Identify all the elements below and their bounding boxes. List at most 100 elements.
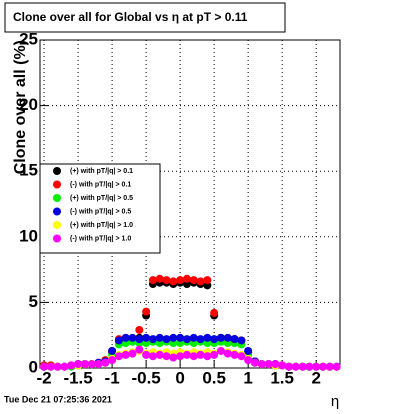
legend-marker — [53, 180, 61, 189]
data-point — [169, 353, 178, 362]
data-point — [142, 307, 151, 316]
data-point — [223, 333, 232, 342]
legend-label: (+) with pT/|q| > 0.5 — [70, 195, 133, 202]
data-point — [305, 362, 314, 371]
data-point — [210, 335, 219, 344]
data-point — [53, 362, 62, 371]
y-tick-label: 15 — [19, 161, 38, 180]
data-point — [203, 276, 212, 285]
data-point — [108, 346, 117, 355]
data-point — [148, 335, 157, 344]
data-point — [87, 360, 96, 369]
data-point — [94, 360, 103, 369]
data-point — [196, 277, 205, 286]
data-point — [237, 336, 246, 345]
x-tick-label: -1 — [105, 368, 120, 387]
x-tick-label: 1.5 — [270, 368, 294, 387]
data-point — [128, 349, 137, 358]
data-point — [244, 356, 253, 365]
data-point — [189, 276, 198, 285]
legend-marker — [53, 194, 61, 202]
y-tick-label: 5 — [29, 292, 38, 311]
data-point — [135, 335, 144, 344]
data-point — [216, 346, 225, 355]
data-point — [182, 335, 191, 344]
data-point — [114, 352, 123, 361]
y-tick-label: 10 — [19, 226, 38, 245]
x-tick-label: -1.5 — [63, 368, 92, 387]
legend-label: (-) with pT/|q| > 1.0 — [70, 235, 131, 242]
x-tick-label: 0 — [175, 368, 184, 387]
data-point — [40, 362, 49, 371]
data-point — [332, 362, 341, 371]
data-point — [196, 335, 205, 344]
data-point — [74, 360, 83, 369]
data-point — [128, 333, 137, 342]
data-point — [169, 333, 178, 342]
data-point — [176, 333, 185, 342]
data-point — [80, 360, 89, 369]
data-point — [230, 350, 239, 359]
data-point — [196, 350, 205, 359]
data-point — [203, 352, 212, 361]
y-axis-label: Clone over all (%) — [12, 40, 29, 174]
data-point — [278, 361, 287, 370]
data-point — [203, 333, 212, 342]
x-tick-label: 0.5 — [202, 368, 226, 387]
data-point — [210, 350, 219, 359]
data-point — [46, 362, 55, 371]
data-point — [264, 360, 273, 369]
data-point — [230, 335, 239, 344]
data-point — [312, 362, 321, 371]
data-point — [148, 276, 157, 285]
data-point — [223, 349, 232, 358]
data-point — [101, 358, 110, 367]
data-point — [271, 360, 280, 369]
legend-label: (-) with pT/|q| > 0.1 — [70, 181, 131, 188]
data-point — [67, 361, 76, 370]
data-point — [155, 350, 164, 359]
x-axis-label: η — [331, 393, 339, 409]
data-point — [216, 333, 225, 342]
data-point — [114, 336, 123, 345]
data-point — [121, 350, 130, 359]
data-point — [162, 352, 171, 361]
data-point — [162, 276, 171, 285]
data-point — [148, 352, 157, 361]
x-tick-label: -2 — [37, 368, 52, 387]
data-point — [298, 362, 307, 371]
data-point — [176, 352, 185, 361]
y-tick-label: 20 — [19, 95, 38, 114]
x-tick-label: 1 — [243, 368, 252, 387]
y-tick-label: 25 — [19, 29, 38, 48]
data-point — [182, 274, 191, 283]
data-point — [244, 346, 253, 355]
data-point — [210, 308, 219, 317]
data-point — [291, 362, 300, 371]
data-point — [182, 350, 191, 359]
legend-marker — [53, 167, 61, 175]
data-point — [325, 362, 334, 371]
data-point — [250, 358, 259, 367]
data-point — [60, 362, 69, 371]
legend-marker — [53, 207, 61, 216]
data-point — [142, 350, 151, 359]
data-point — [284, 362, 293, 371]
data-point — [121, 333, 130, 342]
data-point — [135, 325, 144, 334]
y-tick-label: 0 — [29, 357, 38, 376]
legend-label: (+) with pT/|q| > 0.1 — [70, 168, 133, 175]
data-point — [142, 333, 151, 342]
data-point — [176, 276, 185, 285]
legend-marker — [53, 234, 61, 243]
data-point — [237, 352, 246, 361]
x-tick-label: 2 — [311, 368, 320, 387]
data-point — [108, 356, 117, 365]
data-point — [169, 277, 178, 286]
data-point — [257, 360, 266, 369]
data-point — [162, 335, 171, 344]
data-point — [318, 362, 327, 371]
x-tick-label: -0.5 — [131, 368, 160, 387]
data-point — [135, 345, 144, 354]
